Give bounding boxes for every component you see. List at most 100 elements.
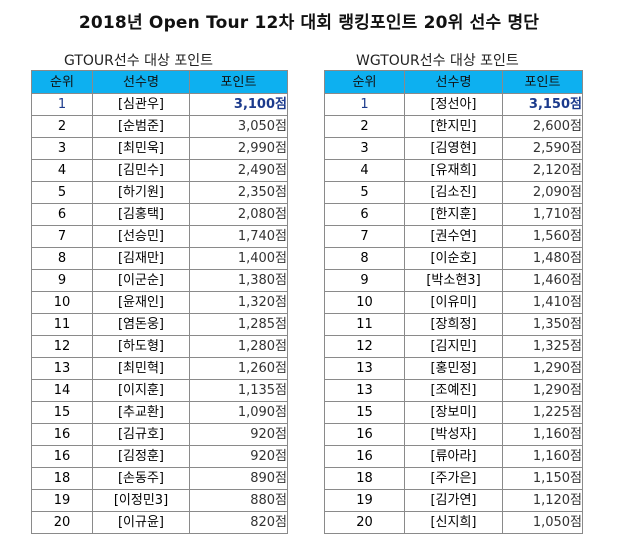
- points-cell: 1,320점: [189, 291, 288, 314]
- points-cell: 1,160점: [502, 423, 583, 446]
- table-row: 18 [손동주] 890점: [31, 467, 288, 490]
- table-row: 16 [김정훈] 920점: [31, 445, 288, 468]
- points-cell: 2,090점: [502, 181, 583, 204]
- points-column-header: 포인트: [502, 70, 583, 94]
- table-row: 19 [김가연] 1,120점: [324, 489, 583, 512]
- player-name-cell: [김지민]: [404, 335, 503, 358]
- table-row: 20 [이규윤] 820점: [31, 511, 288, 534]
- points-cell: 1,460점: [502, 269, 583, 292]
- table-row: 8 [이순호] 1,480점: [324, 247, 583, 270]
- rank-cell: 4: [324, 159, 405, 182]
- rank-cell: 13: [324, 357, 405, 380]
- rank-cell: 5: [324, 181, 405, 204]
- points-cell: 2,990점: [189, 137, 288, 160]
- points-cell: 1,135점: [189, 379, 288, 402]
- table-row: 1 [정선아] 3,150점: [324, 93, 583, 116]
- player-name-cell: [이지훈]: [92, 379, 190, 402]
- table-row: 9 [박소현3] 1,460점: [324, 269, 583, 292]
- table-row: 3 [김영현] 2,590점: [324, 137, 583, 160]
- points-cell: 2,490점: [189, 159, 288, 182]
- points-cell: 1,560점: [502, 225, 583, 248]
- rank-cell: 18: [324, 467, 405, 490]
- table-row: 18 [주가은] 1,150점: [324, 467, 583, 490]
- player-name-cell: [정선아]: [404, 93, 503, 116]
- table-row: 16 [박성자] 1,160점: [324, 423, 583, 446]
- player-name-cell: [이유미]: [404, 291, 503, 314]
- points-cell: 1,260점: [189, 357, 288, 380]
- player-name-cell: [류아라]: [404, 445, 503, 468]
- player-name-cell: [이군순]: [92, 269, 190, 292]
- table-row: 16 [김규호] 920점: [31, 423, 288, 446]
- rank-cell: 20: [31, 511, 93, 534]
- points-cell: 2,080점: [189, 203, 288, 226]
- rank-column-header: 순위: [324, 70, 405, 94]
- table-row: 13 [조예진] 1,290점: [324, 379, 583, 402]
- player-name-cell: [이순호]: [404, 247, 503, 270]
- rank-cell: 7: [31, 225, 93, 248]
- rank-cell: 1: [324, 93, 405, 116]
- player-name-cell: [한지민]: [404, 115, 503, 138]
- points-cell: 820점: [189, 511, 288, 534]
- player-name-cell: [김홍택]: [92, 203, 190, 226]
- player-name-cell: [박성자]: [404, 423, 503, 446]
- rank-cell: 15: [31, 401, 93, 424]
- player-name-cell: [추교환]: [92, 401, 190, 424]
- player-name-cell: [김규호]: [92, 423, 190, 446]
- points-cell: 2,120점: [502, 159, 583, 182]
- name-column-header: 선수명: [404, 70, 503, 94]
- table-row: 11 [장희정] 1,350점: [324, 313, 583, 336]
- rank-cell: 6: [31, 203, 93, 226]
- points-cell: 1,120점: [502, 489, 583, 512]
- rank-cell: 14: [31, 379, 93, 402]
- player-name-cell: [김민수]: [92, 159, 190, 182]
- table-row: 7 [권수연] 1,560점: [324, 225, 583, 248]
- player-name-cell: [손동주]: [92, 467, 190, 490]
- table-row: 3 [최민욱] 2,990점: [31, 137, 288, 160]
- rank-cell: 13: [324, 379, 405, 402]
- points-cell: 2,350점: [189, 181, 288, 204]
- points-cell: 920점: [189, 423, 288, 446]
- player-name-cell: [김소진]: [404, 181, 503, 204]
- table-header-row: 순위 선수명 포인트: [31, 70, 288, 94]
- rank-cell: 13: [31, 357, 93, 380]
- rank-cell: 16: [31, 445, 93, 468]
- table-row: 9 [이군순] 1,380점: [31, 269, 288, 292]
- points-cell: 1,710점: [502, 203, 583, 226]
- rank-cell: 12: [324, 335, 405, 358]
- table-row: 14 [이지훈] 1,135점: [31, 379, 288, 402]
- table-row: 1 [심관우] 3,100점: [31, 93, 288, 116]
- points-cell: 1,090점: [189, 401, 288, 424]
- player-name-cell: [윤재인]: [92, 291, 190, 314]
- points-cell: 880점: [189, 489, 288, 512]
- table-row: 8 [김재만] 1,400점: [31, 247, 288, 270]
- rank-cell: 19: [31, 489, 93, 512]
- player-name-cell: [염돈웅]: [92, 313, 190, 336]
- player-name-cell: [장보미]: [404, 401, 503, 424]
- points-cell: 1,150점: [502, 467, 583, 490]
- player-name-cell: [김영현]: [404, 137, 503, 160]
- points-cell: 1,350점: [502, 313, 583, 336]
- rank-cell: 20: [324, 511, 405, 534]
- table-row: 11 [염돈웅] 1,285점: [31, 313, 288, 336]
- wgtour-ranking-table: 순위 선수명 포인트 1 [정선아] 3,150점 2 [한지민] 2,600점 3 [김영현…: [324, 70, 583, 534]
- points-cell: 920점: [189, 445, 288, 468]
- rank-cell: 1: [31, 93, 93, 116]
- points-cell: 1,050점: [502, 511, 583, 534]
- rank-cell: 19: [324, 489, 405, 512]
- table-row: 5 [하기원] 2,350점: [31, 181, 288, 204]
- points-cell: 1,285점: [189, 313, 288, 336]
- points-cell: 1,160점: [502, 445, 583, 468]
- player-name-cell: [이정민3]: [92, 489, 190, 512]
- rank-cell: 5: [31, 181, 93, 204]
- rank-cell: 3: [31, 137, 93, 160]
- player-name-cell: [홍민정]: [404, 357, 503, 380]
- points-cell: 1,325점: [502, 335, 583, 358]
- player-name-cell: [주가은]: [404, 467, 503, 490]
- player-name-cell: [순범준]: [92, 115, 190, 138]
- points-cell: 890점: [189, 467, 288, 490]
- player-name-cell: [이규윤]: [92, 511, 190, 534]
- wgtour-subtitle: WGTOUR선수 대상 포인트: [356, 53, 519, 69]
- points-cell: 1,225점: [502, 401, 583, 424]
- points-cell: 1,740점: [189, 225, 288, 248]
- points-cell: 3,100점: [189, 93, 288, 116]
